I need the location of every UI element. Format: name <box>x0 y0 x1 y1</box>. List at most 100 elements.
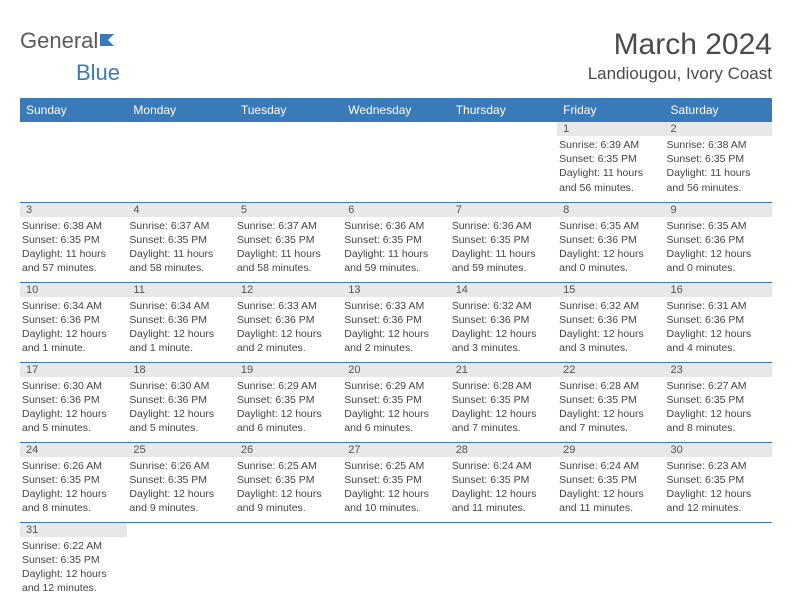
day-number: 9 <box>665 203 772 217</box>
sunset: Sunset: 6:36 PM <box>344 313 447 327</box>
calendar-cell: 5Sunrise: 6:37 AMSunset: 6:35 PMDaylight… <box>235 202 342 282</box>
sunset: Sunset: 6:35 PM <box>452 233 555 247</box>
sunrise: Sunrise: 6:26 AM <box>129 459 232 473</box>
daylight: Daylight: 12 hours and 6 minutes. <box>344 407 447 435</box>
sunrise: Sunrise: 6:37 AM <box>237 219 340 233</box>
daylight: Daylight: 12 hours and 2 minutes. <box>237 327 340 355</box>
sunrise: Sunrise: 6:22 AM <box>22 539 125 553</box>
day-number: 15 <box>557 283 664 297</box>
sunset: Sunset: 6:35 PM <box>237 473 340 487</box>
sunrise: Sunrise: 6:36 AM <box>452 219 555 233</box>
sunrise: Sunrise: 6:23 AM <box>667 459 770 473</box>
daylight: Daylight: 11 hours and 57 minutes. <box>22 247 125 275</box>
day-number: 18 <box>127 363 234 377</box>
day-number: 31 <box>20 523 127 537</box>
day-info: Sunrise: 6:23 AMSunset: 6:35 PMDaylight:… <box>665 459 772 516</box>
calendar-cell: 26 Sunrise: 6:25 AMSunset: 6:35 PMDayligh… <box>235 442 342 522</box>
sunset: Sunset: 6:35 PM <box>344 393 447 407</box>
daylight: Daylight: 12 hours and 12 minutes. <box>667 487 770 515</box>
day-info: Sunrise: 6:37 AMSunset: 6:35 PMDaylight:… <box>235 219 342 276</box>
day-info: Sunrise: 6:29 AMSunset: 6:35 PMDaylight:… <box>235 379 342 436</box>
sunset: Sunset: 6:36 PM <box>452 313 555 327</box>
calendar-cell: 28Sunrise: 6:24 AMSunset: 6:35 PMDayligh… <box>450 442 557 522</box>
day-info: Sunrise: 6:31 AMSunset: 6:36 PMDaylight:… <box>665 299 772 356</box>
sunset: Sunset: 6:35 PM <box>667 152 770 166</box>
sunset: Sunset: 6:35 PM <box>667 393 770 407</box>
weekday-header: Monday <box>127 98 234 122</box>
calendar-cell: 9 Sunrise: 6:35 AMSunset: 6:36 PMDaylight… <box>665 202 772 282</box>
daylight: Daylight: 11 hours and 58 minutes. <box>129 247 232 275</box>
sunset: Sunset: 6:35 PM <box>22 473 125 487</box>
day-number: 17 <box>20 363 127 377</box>
day-number: 1 <box>557 122 664 136</box>
month-title: March 2024 <box>588 28 772 62</box>
sunrise: Sunrise: 6:35 AM <box>559 219 662 233</box>
calendar-cell: 23Sunrise: 6:27 AMSunset: 6:35 PMDayligh… <box>665 362 772 442</box>
sunset: Sunset: 6:36 PM <box>559 233 662 247</box>
logo: General <box>20 28 124 54</box>
calendar-cell: 13Sunrise: 6:33 AMSunset: 6:36 PMDayligh… <box>342 282 449 362</box>
weekday-header: Friday <box>557 98 664 122</box>
calendar-cell <box>450 122 557 202</box>
sunrise: Sunrise: 6:37 AM <box>129 219 232 233</box>
daylight: Daylight: 11 hours and 59 minutes. <box>344 247 447 275</box>
calendar-week-row: 3 Sunrise: 6:38 AMSunset: 6:35 PMDaylight… <box>20 202 772 282</box>
sunrise: Sunrise: 6:36 AM <box>344 219 447 233</box>
day-info: Sunrise: 6:38 AMSunset: 6:35 PMDaylight:… <box>20 219 127 276</box>
day-info: Sunrise: 6:34 AMSunset: 6:36 PMDaylight:… <box>20 299 127 356</box>
sunset: Sunset: 6:36 PM <box>667 313 770 327</box>
day-number: 3 <box>20 203 127 217</box>
calendar-week-row: 17Sunrise: 6:30 AMSunset: 6:36 PMDayligh… <box>20 362 772 442</box>
calendar-cell: 8Sunrise: 6:35 AMSunset: 6:36 PMDaylight… <box>557 202 664 282</box>
calendar-table: Sunday Monday Tuesday Wednesday Thursday… <box>20 98 772 602</box>
calendar-week-row: 1Sunrise: 6:39 AMSunset: 6:35 PMDaylight… <box>20 122 772 202</box>
day-info: Sunrise: 6:24 AMSunset: 6:35 PMDaylight:… <box>450 459 557 516</box>
sunset: Sunset: 6:35 PM <box>237 393 340 407</box>
sunset: Sunset: 6:35 PM <box>344 473 447 487</box>
sunrise: Sunrise: 6:34 AM <box>129 299 232 313</box>
sunrise: Sunrise: 6:24 AM <box>559 459 662 473</box>
day-number: 12 <box>235 283 342 297</box>
sunrise: Sunrise: 6:29 AM <box>237 379 340 393</box>
sunset: Sunset: 6:36 PM <box>129 313 232 327</box>
calendar-cell <box>235 122 342 202</box>
day-number: 26 <box>235 443 342 457</box>
daylight: Daylight: 12 hours and 12 minutes. <box>22 567 125 595</box>
day-info: Sunrise: 6:35 AMSunset: 6:36 PMDaylight:… <box>665 219 772 276</box>
calendar-cell: 21Sunrise: 6:28 AMSunset: 6:35 PMDayligh… <box>450 362 557 442</box>
sunset: Sunset: 6:36 PM <box>559 313 662 327</box>
day-info: Sunrise: 6:34 AMSunset: 6:36 PMDaylight:… <box>127 299 234 356</box>
sunrise: Sunrise: 6:25 AM <box>344 459 447 473</box>
weekday-header: Tuesday <box>235 98 342 122</box>
calendar-cell: 12Sunrise: 6:33 AMSunset: 6:36 PMDayligh… <box>235 282 342 362</box>
calendar-cell <box>342 122 449 202</box>
calendar-cell: 3 Sunrise: 6:38 AMSunset: 6:35 PMDaylight… <box>20 202 127 282</box>
day-info: Sunrise: 6:28 AMSunset: 6:35 PMDaylight:… <box>450 379 557 436</box>
calendar-cell <box>450 522 557 602</box>
day-info: Sunrise: 6:25 AMSunset: 6:35 PMDaylight:… <box>235 459 342 516</box>
sunrise: Sunrise: 6:27 AM <box>667 379 770 393</box>
sunset: Sunset: 6:35 PM <box>129 473 232 487</box>
calendar-cell: 18Sunrise: 6:30 AMSunset: 6:36 PMDayligh… <box>127 362 234 442</box>
weekday-header: Saturday <box>665 98 772 122</box>
day-number: 14 <box>450 283 557 297</box>
calendar-cell <box>342 522 449 602</box>
sunset: Sunset: 6:35 PM <box>344 233 447 247</box>
daylight: Daylight: 12 hours and 6 minutes. <box>237 407 340 435</box>
day-info: Sunrise: 6:28 AMSunset: 6:35 PMDaylight:… <box>557 379 664 436</box>
weekday-header: Thursday <box>450 98 557 122</box>
calendar-cell: 17Sunrise: 6:30 AMSunset: 6:36 PMDayligh… <box>20 362 127 442</box>
calendar-cell <box>127 122 234 202</box>
calendar-week-row: 31 Sunrise: 6:22 AMSunset: 6:35 PMDayligh… <box>20 522 772 602</box>
daylight: Daylight: 11 hours and 59 minutes. <box>452 247 555 275</box>
day-number: 23 <box>665 363 772 377</box>
daylight: Daylight: 12 hours and 4 minutes. <box>667 327 770 355</box>
daylight: Daylight: 12 hours and 8 minutes. <box>22 487 125 515</box>
day-number: 16 <box>665 283 772 297</box>
calendar-cell: 10Sunrise: 6:34 AMSunset: 6:36 PMDayligh… <box>20 282 127 362</box>
daylight: Daylight: 11 hours and 56 minutes. <box>559 166 662 194</box>
calendar-cell <box>235 522 342 602</box>
calendar-cell: 25Sunrise: 6:26 AMSunset: 6:35 PMDayligh… <box>127 442 234 522</box>
day-number: 24 <box>20 443 127 457</box>
day-info: Sunrise: 6:22 AMSunset: 6:35 PMDaylight:… <box>20 539 127 596</box>
